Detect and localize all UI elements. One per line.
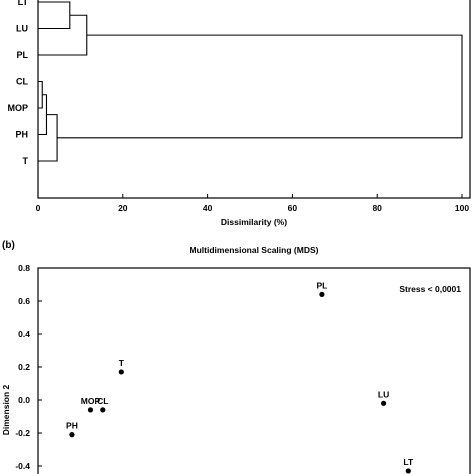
y-tick-label: 0.0: [18, 395, 30, 405]
mds-frame: [37, 267, 471, 474]
x-tick-label: 40: [203, 203, 213, 213]
x-tick-label: 20: [118, 203, 128, 213]
mds-point: [381, 400, 387, 406]
leaf-label: LU: [16, 24, 28, 34]
dendrogram-x-axis-title: Dissimilarity (%): [221, 217, 287, 227]
x-tick-label: 80: [372, 203, 382, 213]
mds-point-label: LT: [403, 457, 414, 467]
mds-point-label: PH: [66, 421, 78, 431]
y-tick-label: 0.6: [18, 296, 30, 306]
mds-point-label: T: [119, 358, 125, 368]
dendrogram-panel: LT LU PL CL MOP PH T 0 20 40 60 80 100 Dissimilarit…: [7, 0, 471, 227]
leaf-label: MOP: [7, 103, 28, 113]
mds-panel-tag: (b): [2, 240, 15, 251]
mds-point: [100, 407, 106, 413]
leaf-label: PH: [15, 130, 28, 140]
x-tick-label: 60: [288, 203, 298, 213]
mds-y-ticks: -0.4 -0.2 0.0 0.2 0.4 0.6 0.8: [15, 263, 42, 471]
dendrogram-leaf-labels: LT LU PL CL MOP PH T: [7, 0, 28, 166]
leaf-label: T: [23, 156, 29, 166]
mds-title: Multidimensional Scaling (MDS): [190, 245, 319, 255]
dendrogram-link: [38, 14, 88, 56]
y-tick-label: 0.8: [18, 263, 30, 273]
mds-point: [319, 291, 325, 297]
mds-point: [118, 369, 124, 375]
mds-panel: (b) Multidimensional Scaling (MDS) Stres…: [1, 240, 471, 474]
mds-point: [405, 468, 411, 474]
dendrogram-link: [57, 34, 463, 139]
y-tick-label: 0.4: [18, 329, 30, 339]
y-tick-label: 0.2: [18, 362, 30, 372]
mds-y-axis-title: Dimension 2: [1, 384, 11, 435]
y-tick-label: -0.2: [15, 428, 30, 438]
x-tick-label: 0: [36, 203, 41, 213]
dendrogram-x-ticks: 0 20 40 60 80 100: [36, 194, 469, 213]
mds-point-label: LU: [378, 389, 389, 399]
dendrogram-links: [38, 1, 463, 162]
mds-point-label: MOP: [81, 396, 101, 406]
mds-point-label: CL: [97, 396, 108, 406]
leaf-label: PL: [16, 50, 28, 60]
mds-point: [69, 432, 75, 438]
leaf-label: LT: [18, 0, 29, 7]
dendrogram-frame: [37, 0, 471, 199]
dendrogram-link: [38, 80, 43, 109]
y-tick-label: -0.4: [15, 461, 30, 471]
leaf-label: CL: [16, 77, 28, 87]
x-tick-label: 100: [455, 203, 469, 213]
mds-point: [87, 407, 94, 413]
dendrogram-link: [38, 114, 58, 162]
mds-point-label: PL: [316, 280, 327, 290]
mds-stress-annotation: Stress < 0,0001: [399, 284, 461, 294]
dendrogram-link: [38, 1, 71, 30]
